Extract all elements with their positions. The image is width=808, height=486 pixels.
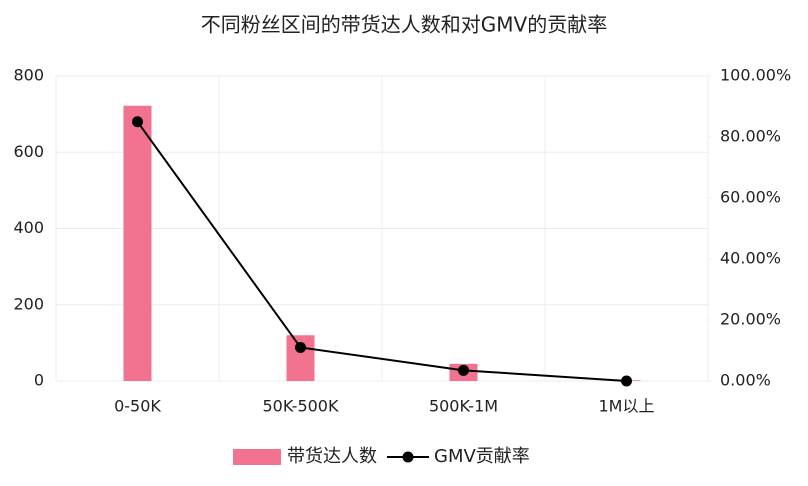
line <box>136 121 627 382</box>
y-tick-label: 200 <box>13 294 44 313</box>
chart-title: 不同粉丝区间的带货达人数和对GMV的贡献率 <box>201 13 607 37</box>
y-tick-label: 800 <box>13 66 44 85</box>
line-point <box>621 375 632 387</box>
y2-tick-label: 100.00% <box>720 66 791 85</box>
bar <box>123 105 152 382</box>
y2-tick-label: 40.00% <box>720 249 781 268</box>
line-point <box>295 341 306 353</box>
line-point <box>458 364 469 376</box>
y-tick-label: 400 <box>13 218 44 237</box>
y2-tick-label: 80.00% <box>720 127 781 146</box>
x-tick-label: 500K-1M <box>429 397 498 416</box>
legend-swatch <box>233 449 281 465</box>
line-point <box>132 116 143 128</box>
x-tick-label: 0-50K <box>114 397 161 416</box>
legend-label: GMV贡献率 <box>434 446 530 467</box>
y-tick-label: 0 <box>34 371 44 390</box>
x-tick-label: 50K-500K <box>263 397 339 416</box>
x-tick-label: 1M以上 <box>599 397 655 416</box>
y2-tick-label: 60.00% <box>720 188 781 207</box>
y2-tick-label: 20.00% <box>720 310 781 329</box>
legend-label: 带货达人数 <box>287 446 377 467</box>
y2-tick-label: 0.00% <box>720 371 771 390</box>
y-tick-label: 600 <box>13 142 44 161</box>
legend-swatch-point <box>402 451 414 463</box>
